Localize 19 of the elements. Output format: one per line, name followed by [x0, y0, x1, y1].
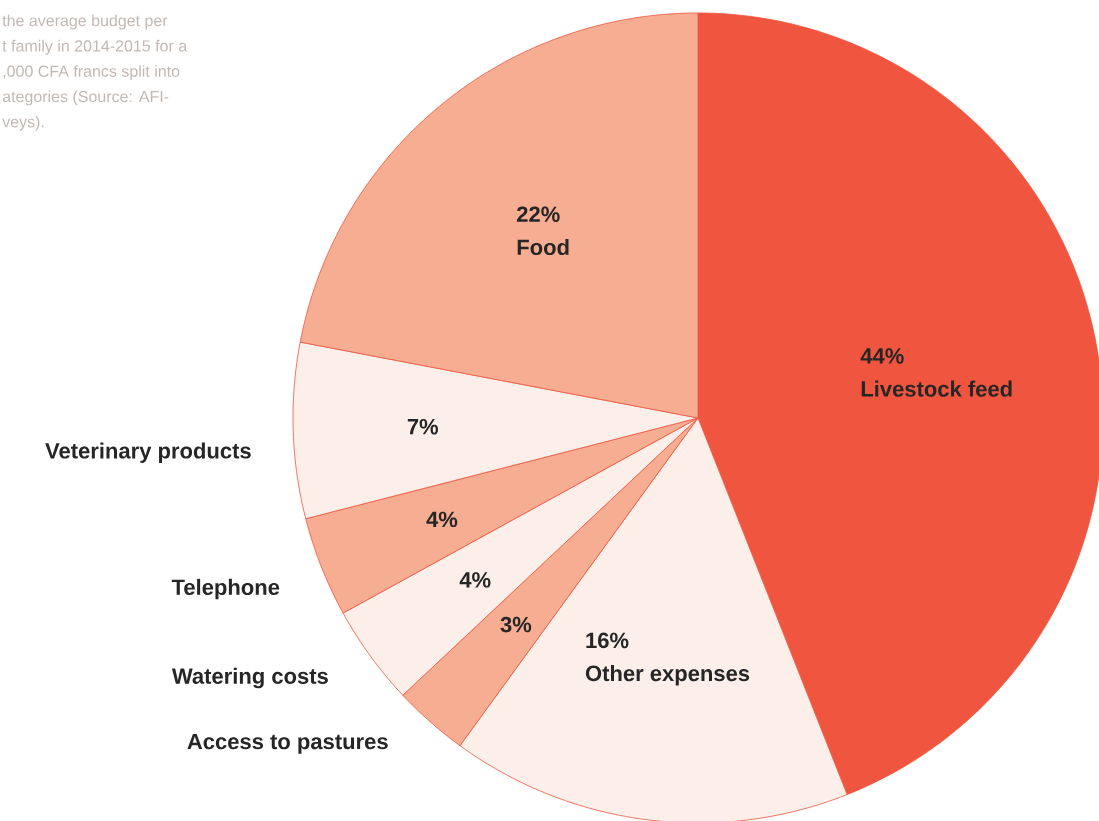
slice-label: Food [517, 238, 569, 256]
slice-label: Watering costs [171, 667, 328, 689]
slice-label: Livestock feed [861, 380, 1012, 397]
slice-label: Veterinary products [45, 442, 251, 463]
slice-label: Telephone [171, 578, 280, 600]
data-label: 4% [426, 511, 458, 528]
data-label: 4% [459, 572, 491, 588]
text: ,000 CFA francs split into [3, 65, 180, 81]
text: t family in 2014-2015 for a [2, 39, 188, 55]
text: ategories (Source: AFI- [2, 90, 169, 106]
data-label: 16% [586, 632, 629, 649]
data-label: 22% [517, 206, 560, 223]
slice-label: Other expenses [585, 665, 750, 686]
data-label: 3% [500, 616, 532, 633]
text: veys). [2, 115, 44, 131]
data-label: 7% [407, 418, 439, 435]
slice-label: Access to pastures [187, 733, 388, 754]
text: the average budget per [2, 14, 168, 30]
data-label: 44% [860, 348, 904, 364]
